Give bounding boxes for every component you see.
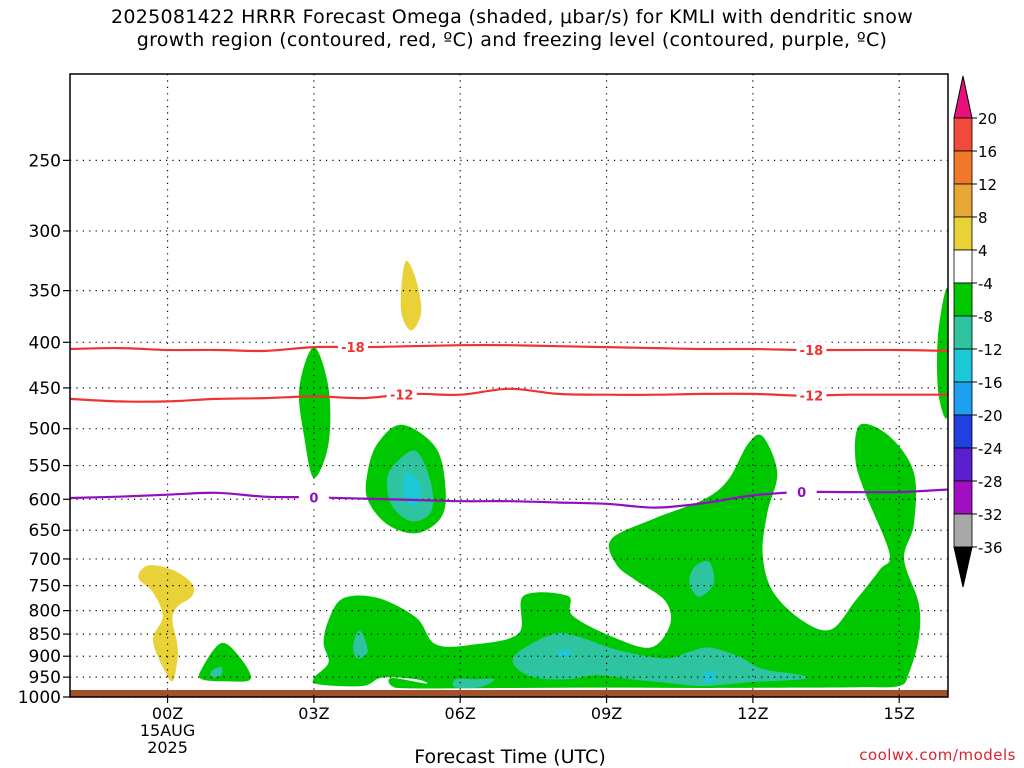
colorbar-label: -28: [978, 473, 1003, 491]
omega-shading: [138, 260, 948, 689]
colorbar-swatch: [953, 348, 973, 383]
omega-region-14: [557, 649, 573, 657]
colorbar-swatch: [953, 216, 973, 251]
y-tick-label: 800: [29, 602, 61, 622]
colorbar-label: -24: [978, 440, 1003, 458]
contour-label: -18: [800, 344, 824, 359]
colorbar-swatch: [953, 381, 973, 416]
omega-region-13: [403, 472, 422, 506]
contour-label: -12: [800, 389, 824, 404]
y-tick-label: 850: [29, 625, 61, 645]
colorbar-swatch: [953, 282, 973, 317]
y-tick-label: 600: [29, 490, 61, 510]
y-tick-label: 250: [29, 151, 61, 171]
colorbar-label: 12: [978, 176, 997, 194]
title-line-1: 2025081422 HRRR Forecast Omega (shaded, …: [110, 6, 914, 28]
colorbar-swatch: [953, 117, 973, 152]
colorbar-swatch: [953, 513, 973, 548]
omega-region-6: [312, 423, 921, 689]
y-tick-label: 550: [29, 457, 61, 477]
colorbar-legend: 20 16 12 8 4 -4 -8 -12 -16 -20 -24 -28 -32 -36: [953, 75, 1003, 588]
grid-lines: [70, 74, 948, 698]
omega-region-10: [452, 678, 495, 689]
colorbar-label: -32: [978, 506, 1003, 524]
y-tick-label: 900: [29, 647, 61, 667]
colorbar-label: 16: [978, 143, 997, 161]
omega-region-8: [352, 630, 368, 659]
contour-label-bg: [386, 386, 417, 403]
colorbar-swatch: [953, 249, 973, 284]
y-tick-label: 650: [29, 521, 61, 541]
x-tick-label: 03Z: [298, 704, 329, 723]
omega-region-1: [400, 260, 422, 331]
y-tick-label: 500: [29, 420, 61, 440]
omega-region-12: [689, 560, 715, 597]
colorbar-top-arrow: [953, 75, 973, 119]
contour-label-bg: [337, 339, 368, 356]
contour-label-bg: [796, 341, 827, 358]
contour-label: -12: [390, 389, 414, 404]
y-tick-label: 350: [29, 282, 61, 302]
ground-bar: [70, 689, 948, 697]
y-tick-label: 300: [29, 222, 61, 242]
colorbar-bottom-arrow: [953, 546, 973, 588]
omega-region-3: [298, 347, 331, 479]
contour-label-bg: [786, 484, 817, 501]
colorbar-label: -8: [978, 308, 993, 326]
x-axis-label: Forecast Time (UTC): [414, 746, 606, 768]
colorbar-swatch: [953, 315, 973, 350]
ground-layer: [70, 689, 948, 697]
colorbar-swatch: [953, 447, 973, 482]
x-tick-label: 09Z: [591, 704, 622, 723]
pressure-axis: 2503003504004505005506006507007508008509…: [18, 151, 70, 708]
colorbar-swatch: [953, 480, 973, 515]
omega-region-2: [198, 642, 251, 682]
contour-lines: -18 -18 -12 -12 0 0: [70, 339, 948, 509]
contour-label: 0: [797, 486, 806, 501]
y-tick-label: 1000: [18, 688, 61, 708]
colorbar-label: -36: [978, 539, 1003, 557]
x-tick-label: 15Z: [884, 704, 915, 723]
omega-region-0: [138, 565, 195, 682]
omega-region-9: [210, 666, 223, 678]
colorbar-label: -16: [978, 374, 1003, 392]
y-tick-label: 700: [29, 550, 61, 570]
x-tick-label: 00Z: [152, 704, 183, 723]
credit-link[interactable]: coolwx.com/models: [859, 746, 1016, 764]
x-tick-label: 15AUG: [140, 721, 195, 740]
x-tick-label: 2025: [147, 738, 188, 757]
colorbar-swatch: [953, 183, 973, 218]
colorbar-label: 20: [978, 110, 997, 128]
contour-label: -18: [341, 341, 365, 356]
x-tick-label: 06Z: [445, 704, 476, 723]
y-tick-label: 750: [29, 577, 61, 597]
colorbar-label: 8: [978, 209, 988, 227]
colorbar-label: -4: [978, 275, 993, 293]
plot-frame: [69, 73, 949, 698]
colorbar-label: 4: [978, 242, 988, 260]
contour-label-bg: [298, 489, 329, 506]
title-line-2: growth region (contoured, red, ºC) and f…: [136, 29, 888, 51]
omega-region-15: [702, 670, 716, 683]
y-tick-label: 950: [29, 668, 61, 688]
contour-label: 0: [309, 491, 318, 506]
colorbar-swatch: [953, 150, 973, 185]
colorbar-label: -20: [978, 407, 1003, 425]
x-tick-label: 12Z: [737, 704, 768, 723]
y-tick-label: 450: [29, 379, 61, 399]
contour-label-bg: [796, 387, 827, 404]
y-tick-label: 400: [29, 333, 61, 353]
colorbar-swatch: [953, 414, 973, 449]
chart-title: 2025081422 HRRR Forecast Omega (shaded, …: [0, 6, 1024, 52]
omega-region-5: [937, 287, 948, 419]
colorbar-label: -12: [978, 341, 1003, 359]
omega-region-11: [512, 632, 808, 687]
